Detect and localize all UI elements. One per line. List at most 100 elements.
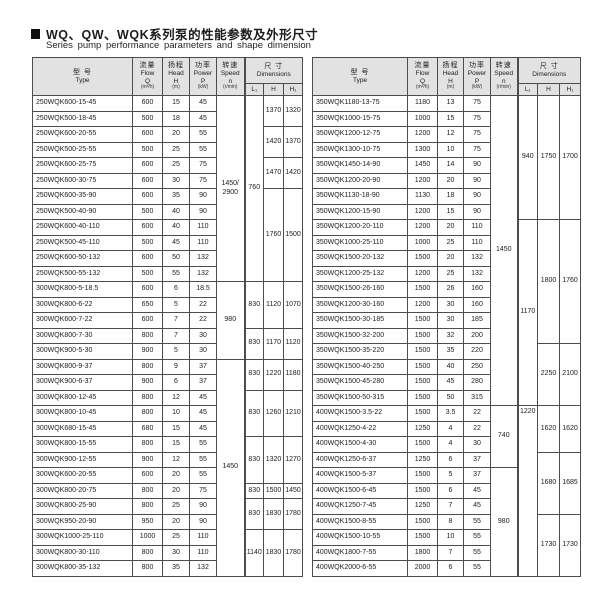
flow-cell: 600: [132, 219, 163, 236]
power-cell: 55: [463, 513, 491, 530]
type-header-en: Type: [352, 76, 368, 84]
type-cell: 400WQK2000-6-55: [312, 560, 408, 577]
power-cell: 132: [463, 265, 491, 282]
pump-row: 350WQK1300-10-75 1300 10 75: [312, 141, 581, 158]
type-cell: 300WQK800-10-45: [32, 405, 133, 422]
speed-header-symbol: n: [501, 77, 506, 85]
type-header-zh: 型 号: [350, 68, 370, 76]
type-cell: 250WQK600-30-75: [32, 172, 133, 189]
power-cell: 75: [189, 157, 217, 174]
type-cell: 400WQK1250-6-37: [312, 451, 408, 468]
power-column-header: 功率 Power P (kW): [463, 57, 491, 96]
pump-row: 400WQK1500-8-55 1500 8 55 1730 1730: [312, 513, 581, 577]
type-cell: 400WQK1500-4-30: [312, 436, 408, 453]
head-cell: 45: [162, 234, 190, 251]
h1-cell: 1320: [283, 95, 303, 127]
flow-cell: 1200: [407, 219, 438, 236]
flow-cell: 800: [132, 358, 163, 375]
type-cell: 250WQK600-15-45: [32, 95, 133, 112]
type-cell: 350WQK1500-26-160: [312, 281, 408, 298]
power-cell: 22: [189, 312, 217, 329]
power-column-header: 功率 Power P (kW): [189, 57, 217, 96]
type-cell: 350WQK1500-35-220: [312, 343, 408, 360]
speed-header-zh: 转速: [495, 62, 512, 70]
h1-cell: 1070: [283, 281, 303, 329]
pump-row: 250WQK600-50-132 600 50 132: [32, 250, 303, 267]
head-cell: 6: [162, 281, 190, 298]
flow-cell: 600: [132, 250, 163, 267]
head-cell: 40: [437, 358, 464, 375]
pump-row: 400WQK1500-10-55 1500 10 55: [312, 529, 581, 546]
type-cell: 300WQK800-5-18.5: [32, 281, 133, 298]
dim-subcolumn-header: H: [263, 83, 284, 96]
type-cell: 300WQK900-12-55: [32, 451, 133, 468]
flow-cell: 650: [132, 296, 163, 313]
h1-cell: 2100: [559, 343, 581, 406]
pump-row: 250WQK600-20-55 600 20 55 1420 1370: [32, 126, 303, 158]
pump-row: 350WQK1200-20-90 1200 20 90: [312, 172, 581, 189]
pump-row: 300WQK680-15-45 680 15 45: [32, 420, 303, 437]
power-cell: 55: [189, 436, 217, 453]
l1-cell: 760: [243, 95, 264, 282]
type-cell: 250WQK600-25-75: [32, 157, 133, 174]
type-cell: 400WQK1500-10-55: [312, 529, 408, 546]
flow-cell: 800: [132, 544, 163, 561]
power-header-unit: (kW): [197, 84, 209, 91]
h-cell: 1470: [263, 157, 284, 189]
head-cell: 35: [162, 188, 190, 205]
pump-row: 250WQK500-55-132 500 55 132: [32, 265, 303, 282]
type-cell: 250WQK600-20-55: [32, 126, 133, 143]
flow-cell: 1130: [407, 188, 438, 205]
h-cell: 1220: [263, 358, 284, 391]
type-header-zh: 型 号: [73, 68, 92, 76]
power-cell: 55: [463, 544, 491, 561]
type-cell: 300WQK800-35-132: [32, 560, 133, 577]
speed-header-unit: (r/min): [223, 84, 238, 91]
speed-cell: 980: [490, 467, 518, 577]
flow-cell: 1500: [407, 343, 438, 360]
head-cell: 6: [437, 451, 464, 468]
flow-cell: 1200: [407, 296, 438, 313]
type-cell: 400WQK1250-4-22: [312, 420, 408, 437]
head-header-zh: 扬程: [168, 62, 184, 70]
head-cell: 3.5: [437, 405, 464, 422]
flow-cell: 600: [132, 188, 163, 205]
flow-cell: 1500: [407, 467, 438, 484]
type-cell: 250WQK600-50-132: [32, 250, 133, 267]
dimensions-header-en: Dimensions: [256, 70, 291, 78]
head-cell: 6: [437, 560, 464, 577]
speed-cell: 1450: [216, 358, 245, 577]
flow-cell: 2000: [407, 560, 438, 577]
flow-cell: 600: [132, 126, 163, 143]
type-cell: 350WQK1200-20-110: [312, 219, 408, 236]
type-cell: 400WQK1250-7-45: [312, 498, 408, 515]
power-cell: 90: [463, 157, 491, 174]
h-cell: 1170: [263, 327, 284, 360]
head-cell: 7: [437, 544, 464, 561]
power-cell: 90: [189, 188, 217, 205]
l1-cell: 940: [516, 95, 538, 220]
type-column-header: 型 号 Type: [32, 57, 133, 96]
head-cell: 5: [437, 467, 464, 484]
l1-cell: 1220: [516, 405, 538, 577]
flow-cell: 1250: [407, 498, 438, 515]
head-cell: 25: [162, 529, 190, 546]
pump-row: 300WQK800-12-45 800 12 45 830 1260 1210: [32, 389, 303, 437]
type-cell: 300WQK800-7-30: [32, 327, 133, 344]
type-cell: 350WQK1500-20-132: [312, 250, 408, 267]
flow-cell: 500: [132, 141, 163, 158]
head-cell: 15: [162, 436, 190, 453]
flow-cell: 500: [132, 110, 163, 127]
head-cell: 7: [162, 327, 190, 344]
head-header-en: Head: [442, 70, 459, 78]
type-cell: 350WQK1500-30-185: [312, 312, 408, 329]
type-cell: 300WQK800-12-45: [32, 389, 133, 406]
power-header-zh: 功率: [195, 62, 211, 70]
type-cell: 350WQK1200-30-160: [312, 296, 408, 313]
l1-cell: 1170: [516, 219, 538, 406]
head-cell: 18: [162, 110, 190, 127]
head-cell: 30: [162, 172, 190, 189]
dim-subcolumn-header: H₁: [559, 83, 581, 96]
power-cell: 22: [189, 296, 217, 313]
type-header-en: Type: [75, 76, 90, 84]
